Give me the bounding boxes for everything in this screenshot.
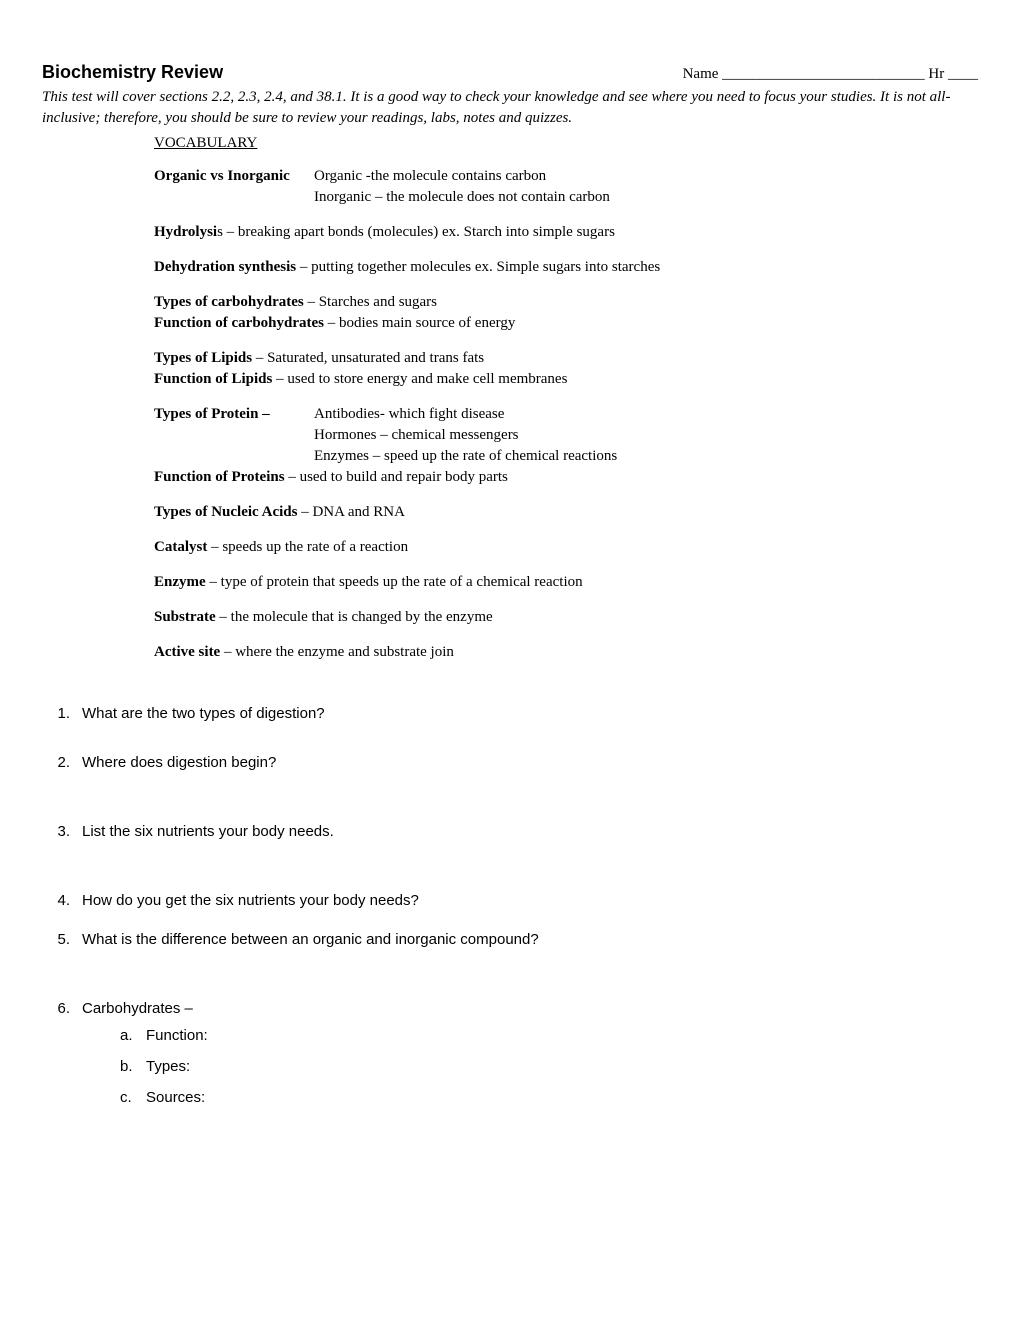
term-protein-types: Types of Protein – bbox=[154, 406, 270, 422]
vocab-carbs: Types of carbohydrates – Starches and su… bbox=[154, 292, 978, 334]
def-protein-1: Antibodies- which fight disease bbox=[314, 404, 978, 425]
vocab-heading: VOCABULARY bbox=[154, 133, 978, 154]
question-text: Where does digestion begin? bbox=[82, 752, 978, 773]
question-num: 1. bbox=[42, 703, 82, 724]
def-hydrolysis: – breaking apart bonds (molecules) ex. S… bbox=[223, 224, 615, 240]
term-nucleic: Types of Nucleic Acids bbox=[154, 504, 297, 520]
name-hr-fields: Name ___________________________ Hr ____ bbox=[683, 64, 978, 85]
question-4: 4. How do you get the six nutrients your… bbox=[42, 890, 978, 911]
question-text: Carbohydrates – a. Function: b. Types: c… bbox=[82, 998, 978, 1118]
question-2: 2. Where does digestion begin? bbox=[42, 752, 978, 773]
question-6-sublist: a. Function: b. Types: c. Sources: bbox=[120, 1025, 978, 1108]
sub-item-a: a. Function: bbox=[120, 1025, 978, 1046]
question-text: List the six nutrients your body needs. bbox=[82, 821, 978, 842]
sub-text: Sources: bbox=[146, 1087, 205, 1108]
questions-list: 1. What are the two types of digestion? … bbox=[42, 703, 978, 1118]
vocab-dehydration: Dehydration synthesis – putting together… bbox=[154, 257, 978, 278]
vocab-hydrolysis: Hydrolysis – breaking apart bonds (molec… bbox=[154, 222, 978, 243]
vocab-enzyme: Enzyme – type of protein that speeds up … bbox=[154, 572, 978, 593]
question-num: 4. bbox=[42, 890, 82, 911]
def-protein-func: – used to build and repair body parts bbox=[285, 469, 508, 485]
page-title: Biochemistry Review bbox=[42, 60, 223, 85]
def-lipid-func: – used to store energy and make cell mem… bbox=[272, 371, 567, 387]
term-substrate: Substrate bbox=[154, 609, 216, 625]
def-protein-2: Hormones – chemical messengers bbox=[314, 425, 978, 446]
vocab-substrate: Substrate – the molecule that is changed… bbox=[154, 607, 978, 628]
term-carb-types: Types of carbohydrates bbox=[154, 294, 304, 310]
def-active-site: – where the enzyme and substrate join bbox=[220, 644, 454, 660]
term-dehydration: Dehydration synthesis bbox=[154, 259, 296, 275]
intro-text: This test will cover sections 2.2, 2.3, … bbox=[42, 87, 978, 129]
vocab-nucleic: Types of Nucleic Acids – DNA and RNA bbox=[154, 502, 978, 523]
question-text: How do you get the six nutrients your bo… bbox=[82, 890, 978, 911]
term-lipid-types: Types of Lipids bbox=[154, 350, 252, 366]
def-nucleic: – DNA and RNA bbox=[297, 504, 405, 520]
def-substrate: – the molecule that is changed by the en… bbox=[216, 609, 493, 625]
sub-item-c: c. Sources: bbox=[120, 1087, 978, 1108]
def-organic-2: Inorganic – the molecule does not contai… bbox=[314, 187, 978, 208]
question-num: 6. bbox=[42, 998, 82, 1118]
def-lipid-types: – Saturated, unsaturated and trans fats bbox=[252, 350, 484, 366]
term-hydrolysis: Hydrolysi bbox=[154, 224, 217, 240]
term-protein-func: Function of Proteins bbox=[154, 469, 285, 485]
question-3: 3. List the six nutrients your body need… bbox=[42, 821, 978, 842]
header-row: Biochemistry Review Name _______________… bbox=[42, 60, 978, 85]
question-6-text: Carbohydrates – bbox=[82, 1000, 193, 1017]
def-protein-3: Enzymes – speed up the rate of chemical … bbox=[314, 446, 978, 467]
question-num: 3. bbox=[42, 821, 82, 842]
question-num: 2. bbox=[42, 752, 82, 773]
question-num: 5. bbox=[42, 929, 82, 950]
def-dehydration: – putting together molecules ex. Simple … bbox=[296, 259, 660, 275]
term-catalyst: Catalyst bbox=[154, 539, 207, 555]
sub-text: Function: bbox=[146, 1025, 208, 1046]
sub-item-b: b. Types: bbox=[120, 1056, 978, 1077]
def-organic-1: Organic -the molecule contains carbon bbox=[314, 166, 978, 187]
name-label: Name ___________________________ bbox=[683, 66, 925, 82]
sub-text: Types: bbox=[146, 1056, 190, 1077]
vocab-active-site: Active site – where the enzyme and subst… bbox=[154, 642, 978, 663]
sub-letter: a. bbox=[120, 1025, 146, 1046]
question-1: 1. What are the two types of digestion? bbox=[42, 703, 978, 724]
question-text: What is the difference between an organi… bbox=[82, 929, 978, 950]
def-catalyst: – speeds up the rate of a reaction bbox=[207, 539, 408, 555]
sub-letter: c. bbox=[120, 1087, 146, 1108]
term-active-site: Active site bbox=[154, 644, 220, 660]
vocab-organic: Organic vs Inorganic Organic -the molecu… bbox=[154, 166, 978, 208]
def-carb-func: – bodies main source of energy bbox=[324, 315, 515, 331]
hr-label: Hr ____ bbox=[928, 66, 978, 82]
term-lipid-func: Function of Lipids bbox=[154, 371, 272, 387]
vocab-lipids: Types of Lipids – Saturated, unsaturated… bbox=[154, 348, 978, 390]
question-6: 6. Carbohydrates – a. Function: b. Types… bbox=[42, 998, 978, 1118]
question-5: 5. What is the difference between an org… bbox=[42, 929, 978, 950]
sub-letter: b. bbox=[120, 1056, 146, 1077]
def-enzyme: – type of protein that speeds up the rat… bbox=[206, 574, 583, 590]
def-carb-types: – Starches and sugars bbox=[304, 294, 437, 310]
term-enzyme: Enzyme bbox=[154, 574, 206, 590]
vocab-proteins: Types of Protein – Antibodies- which fig… bbox=[154, 404, 978, 488]
vocab-catalyst: Catalyst – speeds up the rate of a react… bbox=[154, 537, 978, 558]
question-text: What are the two types of digestion? bbox=[82, 703, 978, 724]
term-organic: Organic vs Inorganic bbox=[154, 168, 290, 184]
term-carb-func: Function of carbohydrates bbox=[154, 315, 324, 331]
